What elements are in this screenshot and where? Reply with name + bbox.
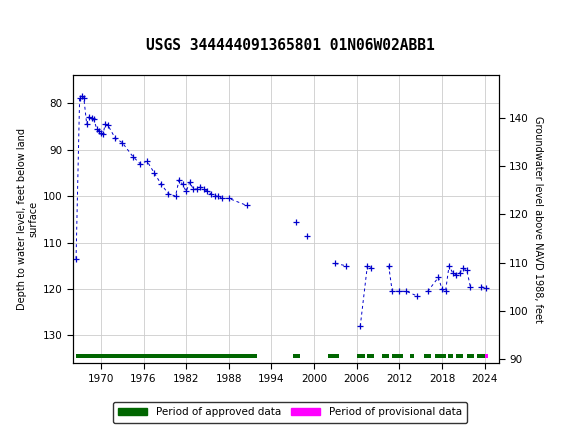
Bar	[392, 354, 403, 359]
Bar	[357, 354, 365, 359]
Text: USGS 344444091365801 01N06W02ABB1: USGS 344444091365801 01N06W02ABB1	[146, 38, 434, 52]
Bar	[367, 354, 375, 359]
Y-axis label: Depth to water level, feet below land
surface: Depth to water level, feet below land su…	[17, 128, 38, 310]
Bar	[435, 354, 445, 359]
Legend: Period of approved data, Period of provisional data: Period of approved data, Period of provi…	[113, 402, 467, 423]
Bar	[456, 354, 463, 359]
Bar	[328, 354, 339, 359]
Bar	[448, 354, 452, 359]
Bar	[293, 354, 300, 359]
Y-axis label: Groundwater level above NAVD 1988, feet: Groundwater level above NAVD 1988, feet	[533, 116, 543, 323]
Bar	[410, 354, 414, 359]
Bar	[424, 354, 432, 359]
Text: ≡USGS: ≡USGS	[10, 6, 70, 22]
Bar	[477, 354, 485, 359]
Bar	[76, 354, 257, 359]
Bar	[382, 354, 389, 359]
Bar	[485, 354, 488, 359]
Bar	[467, 354, 474, 359]
